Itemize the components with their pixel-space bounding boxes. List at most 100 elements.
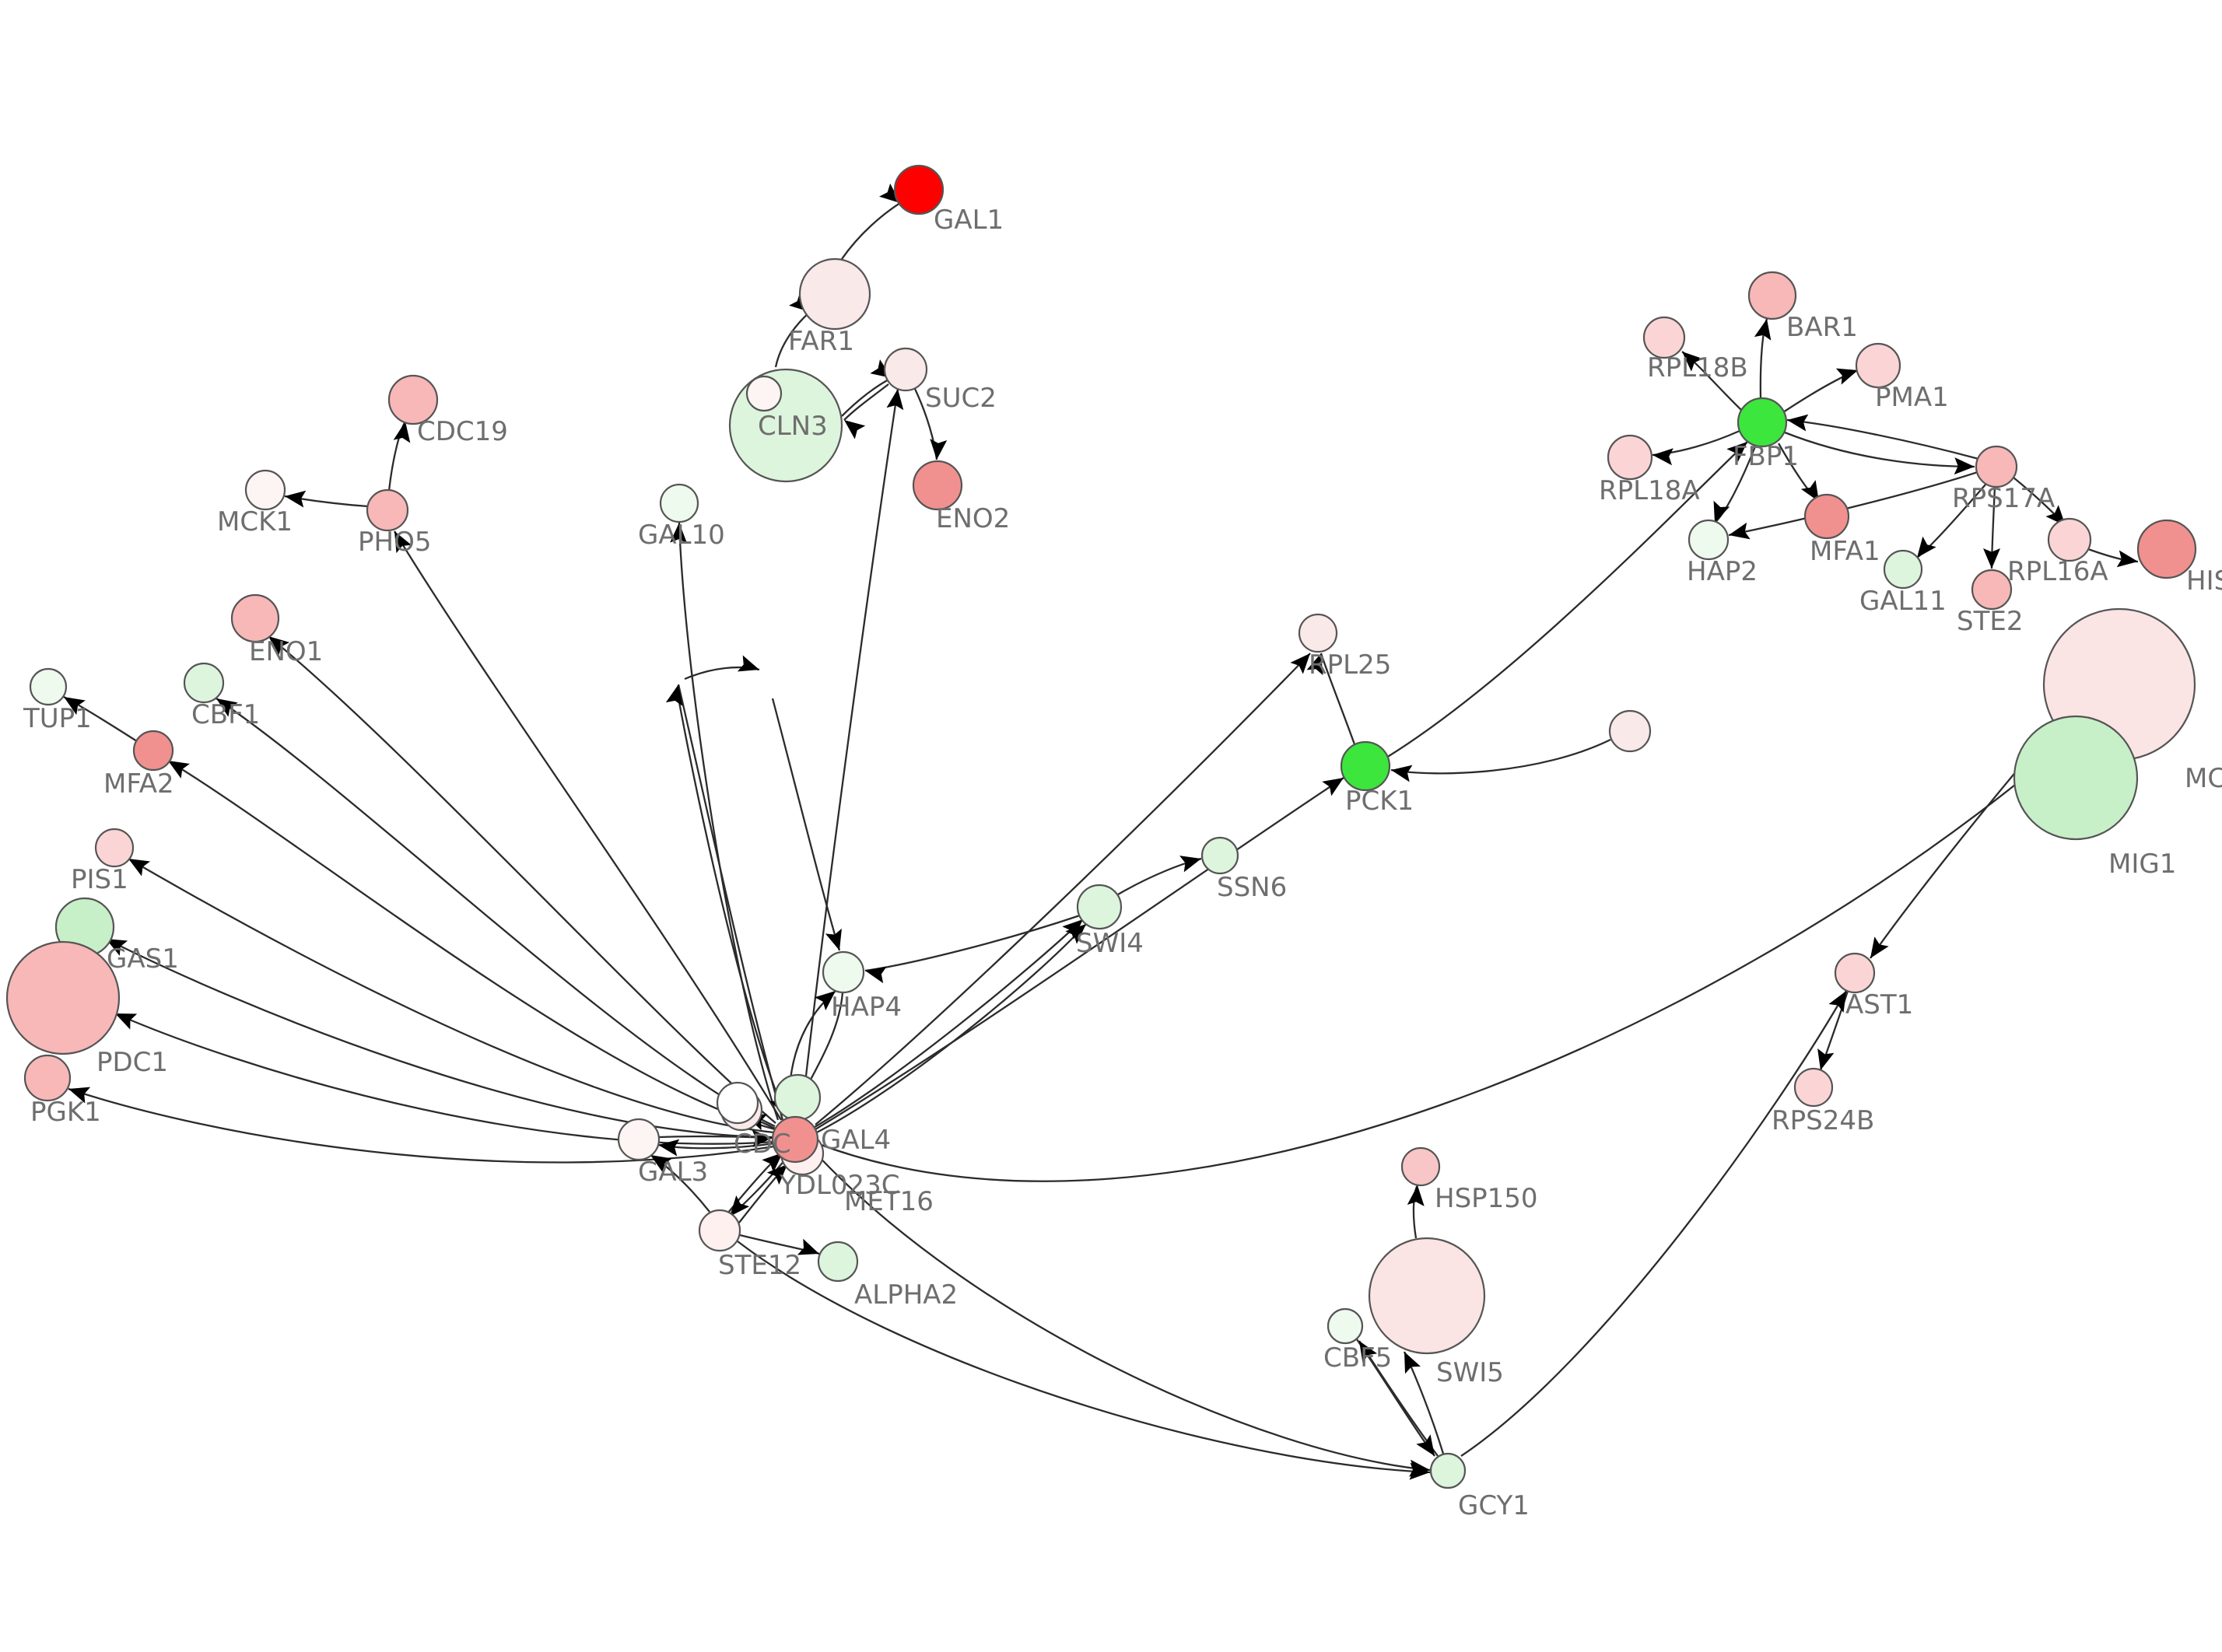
node-GAL10[interactable] [659, 483, 699, 523]
node-HIS4[interactable] [2136, 519, 2197, 579]
node-GAL4[interactable] [771, 1115, 819, 1164]
arrowhead-SWI4-to-SSN6 [1179, 856, 1201, 873]
node-label-MIG1: MIG1 [2108, 849, 2176, 880]
edge-GAL4-to-CBF1 [216, 698, 776, 1128]
node-label-CBF1: CBF1 [191, 699, 260, 730]
node-FAR1[interactable] [798, 257, 871, 331]
arrowhead-AST1-to-RPS24B [1817, 1048, 1835, 1070]
node-STE2[interactable] [1971, 569, 2013, 611]
arrowhead-FBP1-to-PMA1 [1835, 368, 1858, 385]
node-PHO5[interactable] [366, 488, 409, 532]
node-GCY1[interactable] [1429, 1452, 1467, 1489]
edge-RPS17A-to-HAP2 [1728, 471, 1978, 537]
arrowhead-MUD2-to-HAP4 [825, 928, 842, 950]
edge-MUD2-to-HAP4 [771, 698, 841, 951]
node-STE12[interactable] [698, 1209, 741, 1252]
node-SSN6[interactable] [1200, 836, 1239, 875]
edge-GAL4-to-MFA2 [167, 760, 776, 1131]
node-ENO2[interactable] [912, 460, 963, 511]
node-MCK1[interactable] [244, 469, 286, 511]
node-label-RPL18A: RPL18A [1599, 475, 1700, 506]
node-HSP150[interactable] [1400, 1146, 1441, 1187]
node-RPL25[interactable] [1298, 613, 1338, 653]
arrowhead-GAL4-to-GAL3 [658, 1139, 680, 1157]
arrowhead-GCY1-to-SWI5 [1404, 1352, 1421, 1374]
node-BAR1[interactable] [1747, 271, 1797, 320]
edge-GAL4-to-SWI4_B [813, 923, 1087, 1136]
node-SUC2[interactable] [883, 347, 928, 392]
node-label-CDC_X: CDC [734, 1129, 791, 1160]
arrowhead-STE12-to-GAL4 [762, 1153, 783, 1173]
node-PDC1[interactable] [5, 940, 121, 1055]
node-label-HIS4: HIS4 [2186, 565, 2222, 597]
arrowhead-GAL4-to-RPL25 [1290, 653, 1310, 674]
node-FBP1[interactable] [1737, 397, 1788, 448]
node-RPS17A[interactable] [1975, 445, 2018, 488]
arrowhead-PHO5-to-CDC19 [393, 422, 411, 443]
node-label-MET16: MET16 [844, 1186, 934, 1217]
node-label-CDC19: CDC19 [417, 416, 508, 447]
node-label-ALPHA2: ALPHA2 [854, 1279, 958, 1311]
arrowhead-PCK1-to-FBP1 [1726, 442, 1747, 462]
node-label-MCM1: MCM1 [2185, 763, 2222, 794]
node-CLN3_SUB[interactable] [745, 375, 783, 412]
node-label-STE2: STE2 [1957, 606, 2023, 637]
edge-PCK1-to-FBP1 [1386, 441, 1748, 758]
node-label-CLN3: CLN3 [758, 411, 828, 442]
node-PIS1[interactable] [94, 828, 135, 868]
node-UNK_WHT[interactable] [716, 1081, 759, 1125]
node-ALPHA2[interactable] [817, 1241, 859, 1283]
node-SWI4[interactable] [1076, 884, 1123, 930]
node-RPL18B[interactable] [1642, 316, 1686, 359]
node-GAL1[interactable] [893, 164, 945, 215]
node-TUP1[interactable] [29, 667, 68, 706]
node-PMA1[interactable] [1855, 342, 1901, 389]
node-PGK1[interactable] [23, 1054, 72, 1102]
node-label-HAP2: HAP2 [1687, 556, 1758, 587]
arrowhead-MCM1-to-AST1 [1870, 936, 1889, 958]
node-RPL18A[interactable] [1607, 434, 1653, 481]
arrowhead-FBP1-to-RPL18B [1682, 352, 1703, 372]
arrowhead-FAR1-to-GAL1 [879, 183, 900, 203]
arrowhead-RPS17A-to-FBP1 [1787, 414, 1809, 432]
node-CBF1[interactable] [183, 662, 225, 704]
node-SWI5[interactable] [1368, 1237, 1486, 1355]
node-ENO1[interactable] [230, 593, 280, 643]
node-label-ENO2: ENO2 [936, 503, 1010, 534]
edge-CLN3-to-SUC2 [841, 376, 892, 417]
edge-CLN3-to-FAR1 [774, 311, 811, 368]
node-label-FBP1: FBP1 [1733, 441, 1799, 472]
node-label-RPL18B: RPL18B [1647, 352, 1748, 383]
arrowhead-PHO5-to-MCK1 [285, 490, 307, 508]
arrowhead-GAL3-to-GAL4 [752, 1129, 773, 1147]
edge-GAL4-to-ENO1 [268, 635, 776, 1124]
node-HAP4[interactable] [822, 950, 865, 994]
node-RPL16A[interactable] [2047, 517, 2092, 562]
node-PCK1[interactable] [1340, 740, 1391, 792]
node-CDC19[interactable] [387, 374, 439, 425]
node-label-SWI4: SWI4 [1076, 928, 1144, 959]
edge-GAL4-to-PGK1 [68, 1087, 775, 1164]
node-UNK_MID[interactable] [1608, 709, 1652, 753]
node-MFA1[interactable] [1803, 493, 1850, 540]
node-label-MCK1: MCK1 [217, 506, 293, 537]
node-RPS24B[interactable] [1793, 1067, 1834, 1108]
edge-GAL4-to-SWI4 [810, 919, 1084, 1130]
node-MFA2[interactable] [132, 730, 174, 772]
node-MIG1[interactable] [2013, 715, 2139, 841]
arrowhead-GAL4-to-CBF1 [216, 698, 238, 717]
edge-RPS17A-to-FBP1 [1786, 418, 1979, 460]
node-GAL4_TOP[interactable] [773, 1073, 822, 1122]
arrowhead-FBP1-to-RPL18A [1652, 448, 1674, 466]
node-CBF5[interactable] [1327, 1307, 1364, 1345]
node-labels-layer: GAL1 FAR1 BAR1 RPL18B PMA1 CLN3 SUC2 CDC19 FBP1 R… [23, 205, 2222, 1521]
arrowhead-FBP1-to-MFA1 [1800, 480, 1819, 502]
node-label-PHO5: PHO5 [358, 527, 431, 558]
node-GAL11[interactable] [1883, 549, 1923, 590]
node-GAL3[interactable] [617, 1118, 661, 1161]
node-HAP2[interactable] [1688, 519, 1730, 561]
node-label-GAL10: GAL10 [638, 520, 725, 551]
node-AST1[interactable] [1834, 952, 1876, 994]
arrowhead-STE12-to-YDL023C [766, 1164, 787, 1185]
